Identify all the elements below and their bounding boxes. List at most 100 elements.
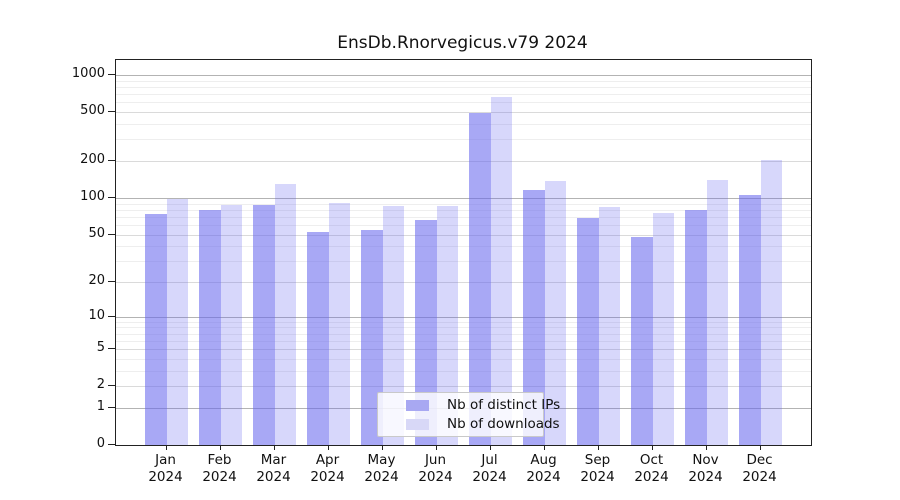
bar-nov-downloads [706,180,728,445]
x-axis-tick-label: Feb 2024 [202,452,237,485]
bar-apr-downloads [328,202,350,445]
plot-area [115,59,812,446]
legend-item: Nb of distinct IPs [384,397,560,413]
x-tick-mark [597,445,599,450]
bar-mar-downloads [274,183,296,445]
bar-aug-downloads [544,181,566,445]
y-tick-mark [108,281,115,282]
x-tick-mark [651,445,653,450]
gridline-minor [116,216,811,218]
bar-oct-downloads [652,213,674,445]
x-tick-mark [489,445,491,450]
x-axis-tick-label: Sep 2024 [580,452,615,485]
legend-swatch [406,399,429,411]
bar-oct-ips [631,236,653,445]
x-axis-tick-label: Dec 2024 [742,452,777,485]
y-axis-tick-label: 20 [88,273,105,288]
y-axis-tick-label: 1000 [71,66,105,82]
gridline-minor [116,246,811,248]
chart-title: EnsDb.Rnorvegicus.v79 2024 [337,33,588,53]
x-tick-mark [219,445,221,450]
x-axis-tick-label: Jul 2024 [472,452,507,485]
x-tick-mark [165,445,167,450]
x-tick-mark [435,445,437,450]
gridline-minor [116,333,811,335]
x-tick-mark [327,445,329,450]
x-tick-mark [759,445,761,450]
bar-nov-ips [685,210,707,445]
legend-label: Nb of downloads [447,416,560,432]
gridline-major [116,316,811,318]
x-axis-tick-label: Nov 2024 [688,452,723,485]
y-tick-mark [108,196,115,198]
bar-apr-ips [307,232,329,445]
gridline-minor [116,349,811,351]
gridline-minor [116,124,811,125]
x-axis-tick-label: Aug 2024 [526,452,561,485]
gridline-minor [116,321,811,323]
x-tick-mark [705,445,707,450]
y-axis-tick-label: 10 [88,307,105,323]
gridline-minor [116,112,811,114]
y-axis-tick-label: 1 [96,398,105,414]
gridline-minor [116,358,811,360]
legend-item: Nb of downloads [384,416,560,432]
y-axis-tick-label: 5 [96,340,105,356]
y-tick-mark [108,111,115,113]
y-axis-tick-label: 2 [96,377,105,393]
x-tick-mark [543,445,545,450]
legend-swatch [406,418,429,430]
gridline-minor [116,386,811,388]
x-axis-tick-label: Apr 2024 [310,452,345,485]
gridline-major [116,197,811,199]
bar-aug-ips [523,190,545,445]
x-tick-mark [273,445,275,450]
bar-sep-ips [577,218,599,445]
y-axis-tick-label: 100 [80,188,105,204]
legend-label: Nb of distinct IPs [447,397,561,413]
y-tick-mark [108,74,115,76]
bar-jun-downloads [436,205,458,445]
gridline-minor [116,94,811,96]
gridline-minor [116,209,811,211]
x-axis-tick-label: Jun 2024 [418,452,453,485]
x-axis-tick-label: Oct 2024 [634,452,669,485]
gridline-minor [116,370,811,372]
y-axis-tick-label: 200 [80,152,105,167]
bar-feb-ips [199,210,221,445]
y-tick-mark [108,233,115,235]
y-tick-mark [108,444,115,445]
y-tick-mark [108,385,115,387]
bar-feb-downloads [220,204,242,445]
gridline-major [116,75,811,77]
gridline-minor [116,102,811,104]
gridline-minor [116,139,811,141]
gridline-minor [116,282,811,283]
bar-dec-downloads [760,160,782,445]
y-axis-tick-label: 500 [80,103,105,119]
gridline-minor [116,327,811,329]
bar-mar-ips [253,205,275,445]
bar-jun-ips [415,219,437,445]
gridline-minor [116,234,811,236]
y-tick-mark [108,348,115,350]
bar-sep-downloads [598,207,620,445]
legend: Nb of distinct IPs Nb of downloads [377,392,560,437]
bar-jul-downloads [490,97,512,445]
x-axis-tick-label: May 2024 [364,452,399,485]
bar-dec-ips [739,195,761,445]
gridline-minor [116,340,811,342]
x-axis-tick-label: Jan 2024 [148,452,183,485]
gridline-minor [116,261,811,263]
bar-jul-ips [469,113,491,445]
gridline-minor [116,203,811,205]
bar-may-downloads [382,205,404,445]
gridline-minor [116,161,811,162]
y-axis-tick-label: 50 [88,225,105,241]
bar-may-ips [361,230,383,445]
gridline-minor [116,87,811,88]
x-tick-mark [381,445,383,450]
gridline-minor [116,224,811,226]
y-axis-tick-label: 0 [96,436,105,451]
